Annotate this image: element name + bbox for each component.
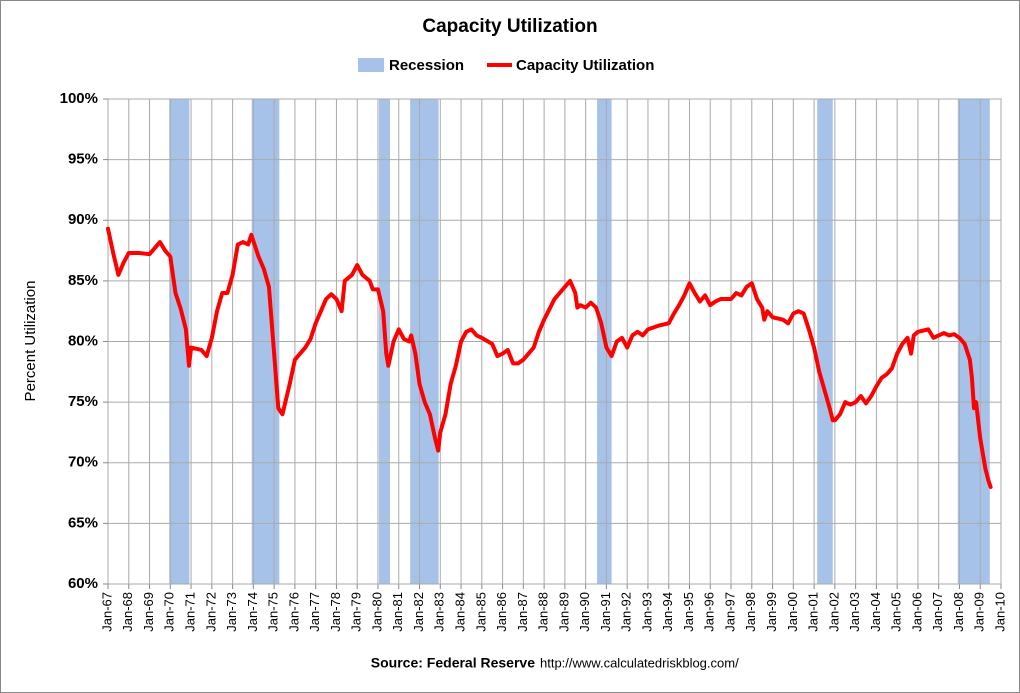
x-tick-label: Jan-70 [162, 592, 177, 632]
x-tick-label: Jan-83 [432, 592, 447, 632]
legend-swatch [358, 58, 384, 72]
chart-title: Capacity Utilization [422, 16, 597, 37]
y-tick-label: 100% [60, 90, 98, 107]
y-tick-label: 90% [68, 211, 98, 228]
x-tick-label: Jan-10 [992, 592, 1007, 632]
x-tick-label: Jan-96 [702, 592, 717, 632]
line-series [106, 226, 993, 489]
x-tick-label: Jan-89 [556, 592, 571, 632]
y-tick-label: 60% [68, 575, 98, 592]
x-tick-label: Jan-92 [619, 592, 634, 632]
x-tick-label: Jan-71 [183, 592, 198, 632]
x-tick-label: Jan-01 [806, 592, 821, 632]
x-tick-label: Jan-03 [847, 592, 862, 632]
x-tick-label: Jan-91 [598, 592, 613, 632]
x-tick-label: Jan-78 [328, 592, 343, 632]
source: Source: Federal Reserve [371, 655, 535, 671]
x-tick-label: Jan-09 [972, 592, 987, 632]
x-tick-label: Jan-68 [120, 592, 135, 632]
x-tick-label: Jan-82 [411, 592, 426, 632]
x-tick-label: Jan-73 [224, 592, 239, 632]
x-tick-label: Jan-93 [639, 592, 654, 632]
x-tick-label: Jan-85 [473, 592, 488, 632]
x-tick-label: Jan-97 [722, 592, 737, 632]
x-tick-label: Jan-80 [369, 592, 384, 632]
x-tick-label: Jan-07 [930, 592, 945, 632]
x-tick-label: Jan-99 [764, 592, 779, 632]
x-tick-label: Jan-72 [203, 592, 218, 632]
source-url: http://www.calculatedriskblog.com/ [540, 655, 739, 670]
x-tick-label: Jan-02 [826, 592, 841, 632]
y-tick-label: 70% [68, 454, 98, 471]
x-tick-label: Jan-94 [660, 592, 675, 632]
x-tick-label: Jan-87 [515, 592, 530, 632]
x-tick-label: Jan-75 [266, 592, 281, 632]
x-tick-label: Jan-69 [141, 592, 156, 632]
x-tick-label: Jan-00 [785, 592, 800, 632]
x-tick-label: Jan-04 [868, 592, 883, 632]
x-tick-label: Jan-88 [536, 592, 551, 632]
legend-label: Recession [389, 57, 464, 74]
x-tick-label: Jan-81 [390, 592, 405, 632]
x-tick-label: Jan-67 [99, 592, 114, 632]
y-tick-label: 95% [68, 151, 98, 168]
y-tick-label: 85% [68, 272, 98, 289]
x-tick-label: Jan-74 [245, 592, 260, 632]
x-tick-label: Jan-86 [494, 592, 509, 632]
y-tick-label: 75% [68, 393, 98, 410]
x-tick-label: Jan-77 [307, 592, 322, 632]
x-tick-label: Jan-79 [349, 592, 364, 632]
x-tick-label: Jan-06 [909, 592, 924, 632]
y-tick-label: 80% [68, 332, 98, 349]
x-tick-label: Jan-84 [452, 592, 467, 632]
y-axis-label: Percent Utilization [22, 281, 39, 402]
x-tick-label: Jan-76 [286, 592, 301, 632]
x-tick-label: Jan-05 [889, 592, 904, 632]
x-tick-label: Jan-95 [681, 592, 696, 632]
x-tick-label: Jan-08 [951, 592, 966, 632]
x-tick-label: Jan-98 [743, 592, 758, 632]
legend-label: Capacity Utilization [516, 57, 654, 74]
y-tick-label: 65% [68, 514, 98, 531]
x-tick-label: Jan-90 [577, 592, 592, 632]
